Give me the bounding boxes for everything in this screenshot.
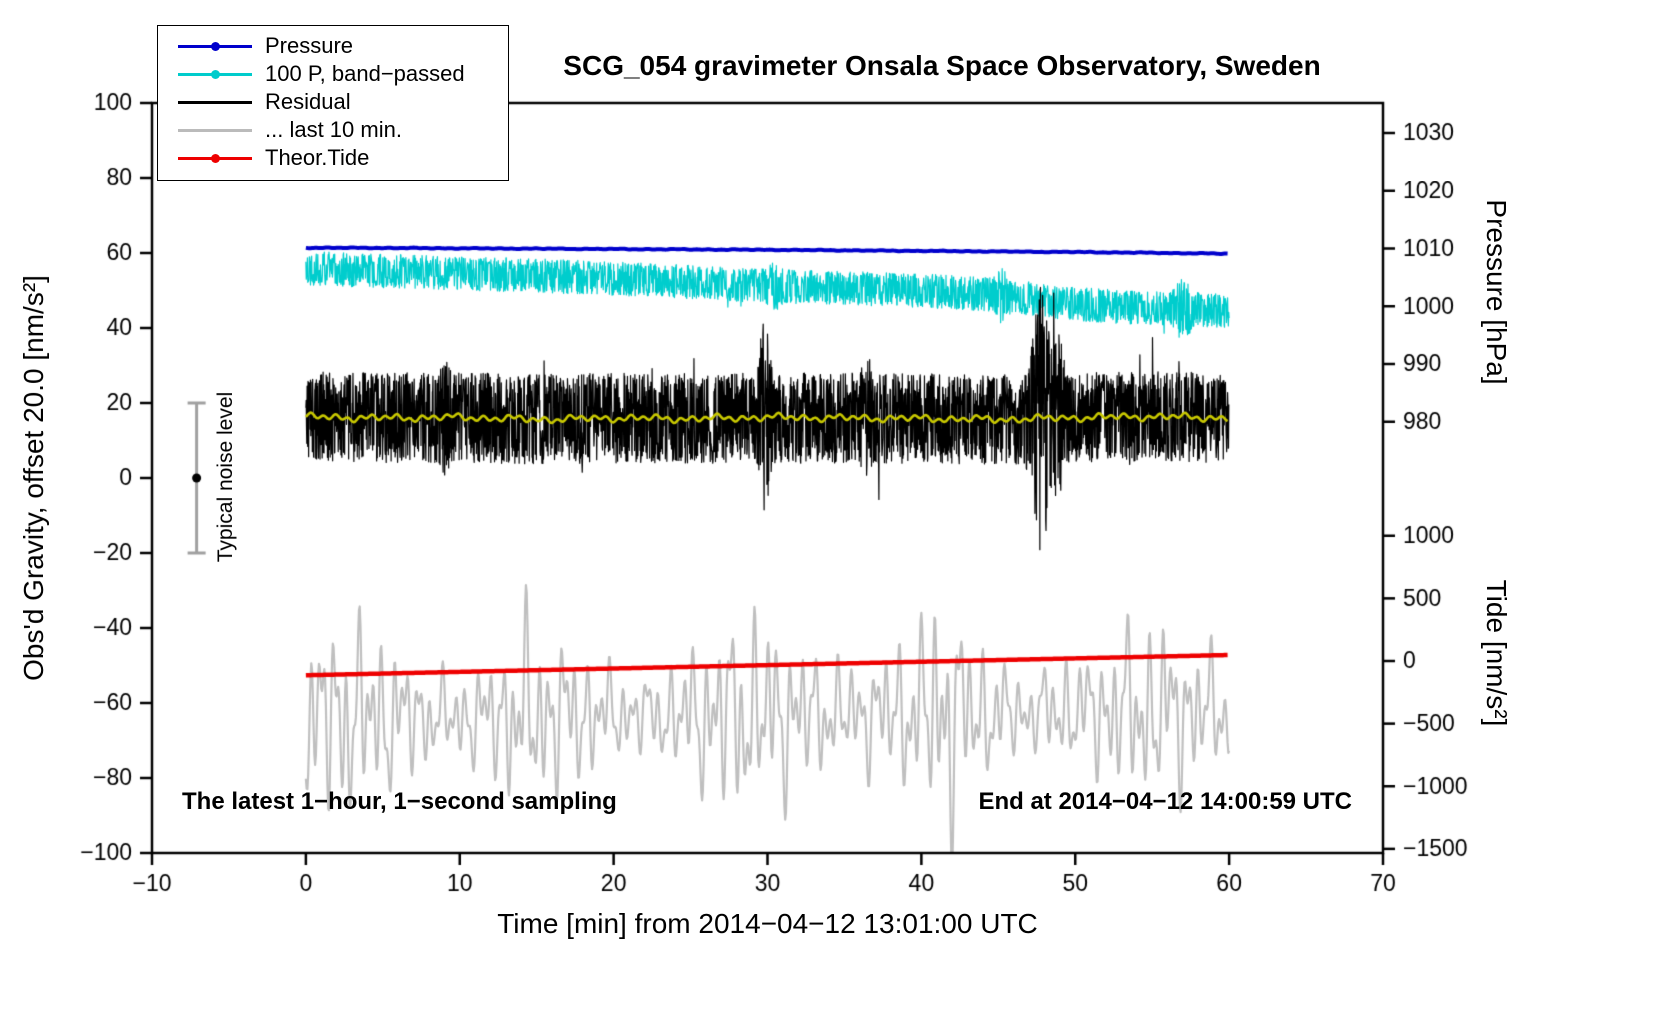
legend-label: Pressure — [265, 33, 354, 58]
y-axis-label-gravity: Obs'd Gravity, offset 20.0 [nm/s²] — [18, 275, 49, 681]
end-note: End at 2014−04−12 14:00:59 UTC — [978, 788, 1352, 815]
legend-marker-icon — [178, 41, 252, 52]
sampling-note: The latest 1−hour, 1−second sampling — [182, 788, 617, 815]
legend-item-0: Pressure — [178, 32, 508, 60]
legend-label: Residual — [265, 89, 351, 114]
chart-title: SCG_054 gravimeter Onsala Space Observat… — [563, 50, 1321, 81]
legend: Pressure 100 P, band−passed Residual ... la… — [157, 25, 509, 181]
noise-level-label: Typical noise level — [214, 391, 237, 563]
legend-marker-icon — [178, 69, 252, 80]
legend-item-4: Theor.Tide — [178, 144, 508, 172]
legend-item-3: ... last 10 min. — [178, 116, 508, 144]
x-axis-label: Time [min] from 2014−04−12 13:01:00 UTC — [497, 908, 1038, 939]
legend-marker-icon — [178, 153, 252, 164]
legend-label: ... last 10 min. — [265, 117, 402, 142]
legend-item-2: Residual — [178, 88, 508, 116]
legend-marker-icon — [178, 97, 252, 108]
legend-label: Theor.Tide — [265, 145, 370, 170]
y-axis-label-pressure: Pressure [hPa] — [1481, 199, 1512, 385]
legend-marker-icon — [178, 125, 252, 136]
legend-item-1: 100 P, band−passed — [178, 60, 508, 88]
legend-label: 100 P, band−passed — [265, 61, 465, 86]
y-axis-label-tide: Tide [nm/s²] — [1481, 579, 1512, 727]
